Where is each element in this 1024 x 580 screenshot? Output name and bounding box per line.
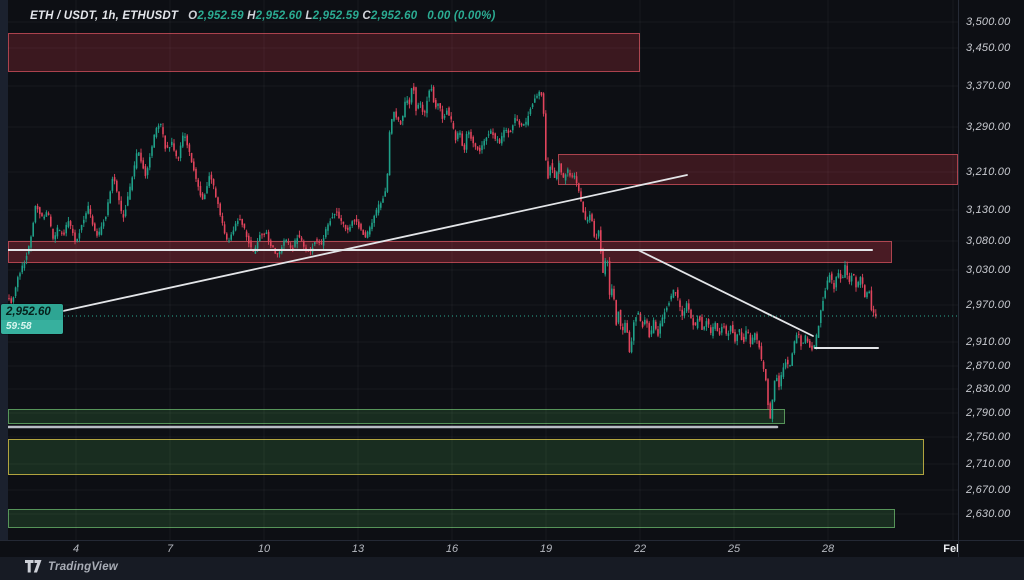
time-tick-10: 10 bbox=[257, 543, 271, 555]
symbol-title[interactable]: ETH / USDT, 1h, ETHUSDT bbox=[30, 10, 179, 22]
low-label: L bbox=[305, 10, 313, 22]
open-value: 2,952.59 bbox=[197, 10, 244, 22]
tradingview-logo[interactable]: TradingView bbox=[25, 560, 118, 573]
price-tick-3130: 3,130.00 bbox=[966, 204, 1011, 216]
time-tick-7: 7 bbox=[166, 543, 174, 555]
low-value: 2,952.59 bbox=[312, 10, 359, 22]
price-tick-2830: 2,830.00 bbox=[966, 383, 1011, 395]
supply-zone-1[interactable] bbox=[8, 33, 640, 72]
current-price-label: 2,952.60 59:58 bbox=[1, 304, 63, 334]
close-label: C bbox=[362, 10, 371, 22]
high-label: H bbox=[247, 10, 256, 22]
price-tick-3080: 3,080.00 bbox=[966, 235, 1011, 247]
supply-zone-3[interactable] bbox=[8, 241, 892, 263]
candlestick-series bbox=[8, 83, 877, 423]
price-tick-2630: 2,630.00 bbox=[966, 508, 1011, 520]
time-tick-16: 16 bbox=[445, 543, 459, 555]
ascending-trendline[interactable] bbox=[7, 174, 688, 324]
left-gutter bbox=[0, 0, 8, 540]
bottom-strip: TradingView bbox=[0, 557, 1024, 580]
open-label: O bbox=[188, 10, 198, 22]
price-axis[interactable]: 3,500.00 3,450.00 3,370.00 3,290.00 3,210.00… bbox=[958, 0, 1024, 557]
price-tick-2710: 2,710.00 bbox=[966, 458, 1011, 470]
time-tick-19: 19 bbox=[539, 543, 553, 555]
high-value: 2,952.60 bbox=[255, 10, 302, 22]
zones-layer bbox=[8, 33, 958, 528]
price-tick-3210: 3,210.00 bbox=[966, 166, 1011, 178]
candlestick-plot bbox=[0, 0, 958, 540]
axis-corner bbox=[958, 540, 1024, 557]
price-tick-3290: 3,290.00 bbox=[966, 121, 1011, 133]
time-tick-13: 13 bbox=[351, 543, 365, 555]
price-tick-2970: 2,970.00 bbox=[966, 299, 1011, 311]
time-tick-25: 25 bbox=[727, 543, 741, 555]
price-tick-2790: 2,790.00 bbox=[966, 407, 1011, 419]
price-tick-3500: 3,500.00 bbox=[966, 16, 1011, 28]
demand-zone-3[interactable] bbox=[8, 509, 895, 528]
bar-countdown: 59:58 bbox=[1, 320, 63, 334]
descending-trendline[interactable] bbox=[637, 249, 814, 337]
close-value: 2,952.60 bbox=[370, 10, 418, 22]
price-tick-2670: 2,670.00 bbox=[966, 484, 1011, 496]
symbol-ohlc-header: ETH / USDT, 1h, ETHUSDT O2,952.59 H2,952.… bbox=[30, 10, 496, 22]
price-tick-2910: 2,910.00 bbox=[966, 336, 1011, 348]
change-value: 0.00 (0.00%) bbox=[427, 10, 496, 22]
price-tick-3370: 3,370.00 bbox=[966, 80, 1011, 92]
price-tick-2870: 2,870.00 bbox=[966, 360, 1011, 372]
time-tick-28: 28 bbox=[821, 543, 835, 555]
time-tick-Feb: Feb bbox=[943, 543, 963, 555]
demand-zone-2[interactable] bbox=[8, 439, 924, 475]
current-price-value: 2,952.60 bbox=[1, 304, 63, 320]
price-tick-3450: 3,450.00 bbox=[966, 42, 1011, 54]
time-tick-22: 22 bbox=[633, 543, 647, 555]
demand-zone-1[interactable] bbox=[8, 409, 785, 424]
tradingview-logo-text: TradingView bbox=[48, 560, 118, 573]
chart-surface[interactable]: ETH / USDT, 1h, ETHUSDT O2,952.59 H2,952.… bbox=[0, 0, 958, 540]
price-tick-2750: 2,750.00 bbox=[966, 431, 1011, 443]
time-tick-4: 4 bbox=[72, 543, 80, 555]
time-axis[interactable]: 4 7 10 13 16 19 22 25 28 Feb bbox=[0, 540, 963, 557]
supply-zone-2[interactable] bbox=[558, 154, 958, 185]
price-tick-3030: 3,030.00 bbox=[966, 264, 1011, 276]
tradingview-logo-icon bbox=[25, 560, 42, 573]
